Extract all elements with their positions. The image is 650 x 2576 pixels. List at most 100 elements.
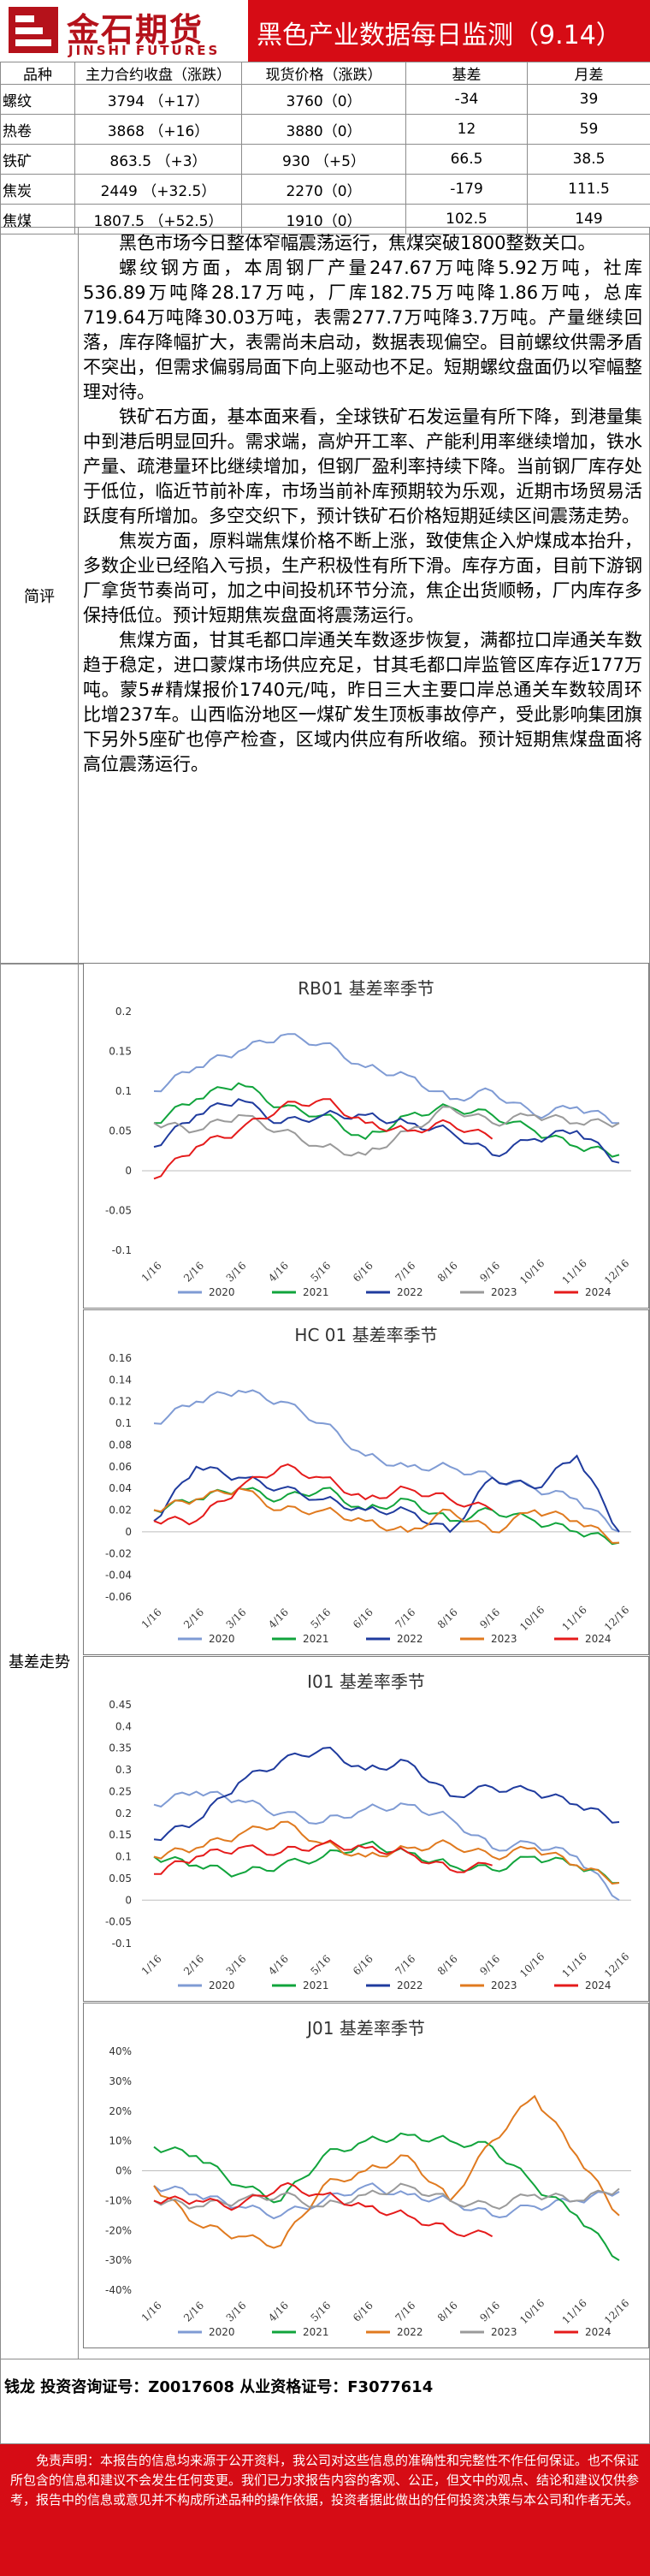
y-tick-label: -0.05 xyxy=(105,1205,132,1217)
legend-label: 2023 xyxy=(491,2326,517,2338)
legend-label: 2020 xyxy=(209,1979,235,1991)
x-tick-label: 11/16 xyxy=(560,1604,589,1633)
legend-label: 2023 xyxy=(491,1633,517,1645)
table-cell: 38.5 xyxy=(527,144,650,175)
brand-name-en: JINSHI FUTURES xyxy=(68,43,221,58)
legend-label: 2023 xyxy=(491,1286,517,1298)
table-header-cell: 现货价格（涨跌） xyxy=(241,62,406,85)
y-tick-label: 0 xyxy=(125,1894,132,1906)
logo-box: 金石期货 JINSHI FUTURES xyxy=(0,0,248,62)
y-tick-label: 0.15 xyxy=(109,1829,132,1841)
legend-label: 2023 xyxy=(491,1979,517,1991)
x-tick-label: 7/16 xyxy=(393,1260,417,1285)
x-tick-label: 3/16 xyxy=(224,1953,249,1978)
j01-chart-svg: J01 基差率季节 40% 30% 20% 10% 0% -10% -20% -30% -40% 1… xyxy=(105,2018,631,2338)
x-tick-label: 7/16 xyxy=(393,1953,417,1978)
x-tick-label: 4/16 xyxy=(266,2300,291,2324)
y-tick-label: 30% xyxy=(109,2075,132,2087)
x-tick-label: 12/16 xyxy=(602,1604,631,1633)
x-tick-label: 8/16 xyxy=(435,1953,460,1978)
table-cell: 930 （+5） xyxy=(241,144,406,175)
rb01-chart-svg: RB01 基差率季节 0.2 0.15 0.1 0.05 0 -0.05 -0.1 1/16 2/… xyxy=(105,978,631,1298)
table-cell: 3760（0） xyxy=(241,84,406,115)
y-tick-label: 0.15 xyxy=(109,1046,132,1058)
series-line xyxy=(153,2182,620,2210)
x-tick-label: 7/16 xyxy=(393,1606,417,1631)
legend-label: 2020 xyxy=(209,1286,235,1298)
y-tick-label: 0% xyxy=(115,2165,132,2177)
x-tick-label: 3/16 xyxy=(224,1606,249,1631)
x-tick-label: 11/16 xyxy=(560,1257,589,1286)
x-tick-label: 3/16 xyxy=(224,2300,249,2324)
table-row: 焦煤 1807.5 （+52.5） 1910（0） 102.5 149 xyxy=(0,204,650,234)
x-tick-label: 1/16 xyxy=(139,2300,164,2324)
commodity-name: 铁矿 xyxy=(0,144,75,175)
y-tick-label: 0.14 xyxy=(109,1374,132,1386)
legend-label: 2021 xyxy=(303,1633,329,1645)
license-text: 钱龙 投资咨询证号：Z0017608 从业资格证号：F3077614 xyxy=(4,2378,434,2396)
table-cell: 3880（0） xyxy=(241,114,406,145)
chart-title: HC 01 基差率季节 xyxy=(294,1325,437,1345)
disclaimer: 免责声明：本报告的信息均来源于公开资料，我公司对这些信息的准确性和完整性不作任何… xyxy=(0,2444,650,2576)
legend-label: 2024 xyxy=(585,1633,612,1645)
x-tick-label: 9/16 xyxy=(477,2300,502,2324)
x-tick-label: 5/16 xyxy=(309,1953,334,1978)
legend-label: 2021 xyxy=(303,1979,329,1991)
y-tick-label: 0.05 xyxy=(109,1873,132,1885)
y-tick-label: 0.04 xyxy=(109,1482,132,1494)
x-tick-label: 5/16 xyxy=(309,1260,334,1285)
y-tick-label: -0.02 xyxy=(105,1547,132,1559)
series-line xyxy=(153,1082,620,1158)
series-line xyxy=(153,1106,620,1157)
x-tick-label: 5/16 xyxy=(309,2300,334,2324)
chart-title: RB01 基差率季节 xyxy=(298,978,434,999)
x-tick-label: 2/16 xyxy=(181,2300,206,2324)
table-cell: 2270（0） xyxy=(241,174,406,205)
x-tick-label: 6/16 xyxy=(351,1953,375,1978)
series-line xyxy=(153,1454,620,1534)
x-tick-label: 9/16 xyxy=(477,1606,502,1631)
comment-body: 黑色市场今日整体窄幅震荡运行，焦煤突破1800整数关口。 螺纹钢方面，本周钢厂产量… xyxy=(83,231,642,777)
series-line xyxy=(153,1487,620,1544)
x-tick-label: 12/16 xyxy=(602,1950,631,1979)
x-tick-label: 6/16 xyxy=(351,1260,375,1285)
comment-paragraph: 焦煤方面，甘其毛都口岸通关车数逐步恢复，满都拉口岸通关车数趋于稳定，进口蒙煤市场… xyxy=(83,630,642,775)
y-tick-label: 0.05 xyxy=(109,1125,132,1137)
table-header-cell: 主力合约收盘（涨跌） xyxy=(74,62,242,85)
y-tick-label: -0.1 xyxy=(112,1938,132,1950)
y-tick-label: -0.06 xyxy=(105,1591,132,1603)
series-line xyxy=(153,1790,620,1902)
x-tick-label: 4/16 xyxy=(266,1606,291,1631)
y-tick-label: 0.2 xyxy=(115,1807,132,1819)
legend-label: 2022 xyxy=(397,2326,423,2338)
series-line xyxy=(153,1840,620,1885)
y-tick-label: 0.1 xyxy=(115,1851,132,1863)
comment-paragraph: 黑色市场今日整体窄幅震荡运行，焦煤突破1800整数关口。 xyxy=(119,233,596,253)
basis-label: 基差走势 xyxy=(1,964,79,2359)
series-line xyxy=(153,2132,620,2261)
legend-label: 2021 xyxy=(303,2326,329,2338)
hc01-chart-svg: HC 01 基差率季节 0.16 0.14 0.12 0.1 0.08 0.06 0.04 0.… xyxy=(105,1325,631,1645)
commodity-name: 焦煤 xyxy=(0,204,75,234)
y-tick-label: 0.12 xyxy=(109,1396,132,1408)
legend-label: 2022 xyxy=(397,1286,423,1298)
table-cell: 2449 （+32.5） xyxy=(74,174,242,205)
y-tick-label: -0.04 xyxy=(105,1570,132,1582)
series-line xyxy=(153,1033,620,1125)
y-tick-label: 0.25 xyxy=(109,1785,132,1797)
x-tick-label: 1/16 xyxy=(139,1606,164,1631)
y-tick-label: 0 xyxy=(125,1165,132,1177)
legend-label: 2021 xyxy=(303,1286,329,1298)
table-body: 螺纹 3794 （+17） 3760（0） -34 39 热卷 3868 （+16） 3880… xyxy=(0,84,650,234)
x-tick-label: 6/16 xyxy=(351,2300,375,2324)
j01-basis-chart: J01 基差率季节 40% 30% 20% 10% 0% -10% -20% -30% -40% 1… xyxy=(83,2003,649,2348)
table-row: 焦炭 2449 （+32.5） 2270（0） -179 111.5 xyxy=(0,174,650,205)
y-tick-label: 0.08 xyxy=(109,1439,132,1451)
table-header-cell: 基差 xyxy=(405,62,528,85)
legend-label: 2024 xyxy=(585,1286,612,1298)
y-tick-label: -20% xyxy=(105,2224,132,2236)
page-header: 金石期货 JINSHI FUTURES 黑色产业数据每日监测（9.14） xyxy=(0,0,650,62)
table-cell: 3794 （+17） xyxy=(74,84,242,115)
x-tick-label: 8/16 xyxy=(435,1260,460,1285)
x-tick-label: 9/16 xyxy=(477,1260,502,1285)
